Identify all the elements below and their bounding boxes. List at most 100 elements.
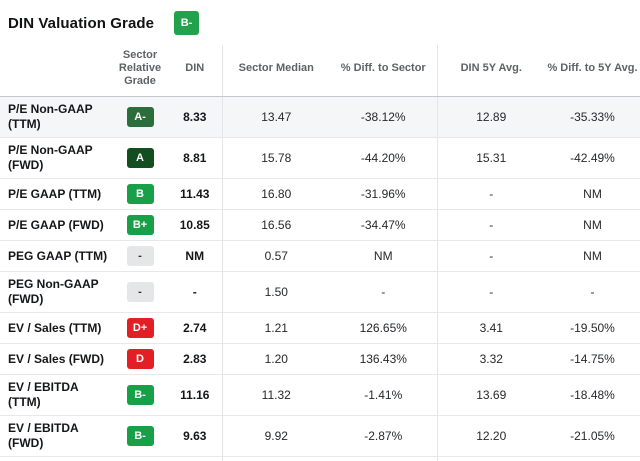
din-5y-avg-value: 15.31 — [437, 138, 545, 179]
metric-label: P/E Non-GAAP(FWD) — [0, 138, 112, 179]
din-5y-avg-value: 13.69 — [437, 375, 545, 416]
diff-to-sector-value: -34.47% — [330, 210, 437, 241]
grade-badge: A — [127, 148, 154, 168]
diff-to-sector-value: -31.96% — [330, 179, 437, 210]
table-row[interactable]: EV / EBITDA(FWD) B- 9.63 9.92 -2.87% 12.… — [0, 416, 640, 457]
grade-badge: B — [127, 184, 154, 204]
metric-label: PEG GAAP (TTM) — [0, 241, 112, 272]
din-value: 2.83 — [168, 344, 222, 375]
grade-cell: A — [112, 138, 168, 179]
din-value: NM — [168, 241, 222, 272]
diff-to-sector-value: NM — [330, 241, 437, 272]
din-value: - — [168, 272, 222, 313]
grade-badge: - — [127, 246, 154, 266]
table-row[interactable]: EV / EBITDA(TTM) B- 11.16 11.32 -1.41% 1… — [0, 375, 640, 416]
grade-cell: - — [112, 241, 168, 272]
grade-cell: B- — [112, 416, 168, 457]
grade-badge: A- — [127, 107, 154, 127]
diff-to-5y-avg-value: NM — [545, 179, 640, 210]
col-header-metric — [0, 45, 112, 97]
page-title: DIN Valuation Grade — [8, 15, 154, 32]
diff-to-sector-value: -38.12% — [330, 97, 437, 138]
din-5y-avg-value: 12.20 — [437, 416, 545, 457]
grade-cell: - — [112, 272, 168, 313]
diff-to-5y-avg-value: -19.50% — [545, 313, 640, 344]
col-header-sector-relative-grade: Sector Relative Grade — [112, 45, 168, 97]
diff-to-sector-value: - — [330, 272, 437, 313]
sector-median-value: 15.78 — [222, 138, 330, 179]
diff-to-5y-avg-value: -14.75% — [545, 344, 640, 375]
din-5y-avg-value: 3.41 — [437, 313, 545, 344]
table-bottom-sliver — [0, 457, 640, 461]
sector-median-value: 11.32 — [222, 375, 330, 416]
diff-to-sector-value: -2.87% — [330, 416, 437, 457]
col-header-din-5y-avg: DIN 5Y Avg. — [437, 45, 545, 97]
din-5y-avg-value: - — [437, 179, 545, 210]
diff-to-sector-value: -44.20% — [330, 138, 437, 179]
din-value: 11.16 — [168, 375, 222, 416]
metric-label: EV / Sales (TTM) — [0, 313, 112, 344]
grade-cell: B- — [112, 375, 168, 416]
metric-label: PEG Non-GAAP(FWD) — [0, 272, 112, 313]
table-row[interactable]: P/E Non-GAAP(TTM) A- 8.33 13.47 -38.12% … — [0, 97, 640, 138]
din-5y-avg-value: 12.89 — [437, 97, 545, 138]
sector-median-value: 1.20 — [222, 344, 330, 375]
metric-label: EV / Sales (FWD) — [0, 344, 112, 375]
col-header-sector-median: Sector Median — [222, 45, 330, 97]
diff-to-sector-value: 136.43% — [330, 344, 437, 375]
sector-median-value: 1.21 — [222, 313, 330, 344]
grade-badge: D+ — [127, 318, 154, 338]
din-value: 2.74 — [168, 313, 222, 344]
din-value: 9.63 — [168, 416, 222, 457]
din-5y-avg-value: - — [437, 210, 545, 241]
din-value: 8.81 — [168, 138, 222, 179]
header-row: Sector Relative Grade DIN Sector Median … — [0, 45, 640, 97]
din-value: 8.33 — [168, 97, 222, 138]
metric-label: P/E Non-GAAP(TTM) — [0, 97, 112, 138]
table-row[interactable]: EV / Sales (TTM) D+ 2.74 1.21 126.65% 3.… — [0, 313, 640, 344]
grade-cell: D — [112, 344, 168, 375]
sector-median-value: 9.92 — [222, 416, 330, 457]
valuation-grade-table: Sector Relative Grade DIN Sector Median … — [0, 45, 640, 461]
diff-to-5y-avg-value: -18.48% — [545, 375, 640, 416]
col-header-diff-to-5y-avg: % Diff. to 5Y Avg. — [545, 45, 640, 97]
grade-badge: B+ — [127, 215, 154, 235]
grade-cell: A- — [112, 97, 168, 138]
grade-badge: D — [127, 349, 154, 369]
diff-to-5y-avg-value: - — [545, 272, 640, 313]
metric-label: EV / EBITDA(FWD) — [0, 416, 112, 457]
din-5y-avg-value: - — [437, 241, 545, 272]
grade-badge: - — [127, 282, 154, 302]
sector-median-value: 13.47 — [222, 97, 330, 138]
table-row[interactable]: PEG Non-GAAP(FWD) - - 1.50 - - - — [0, 272, 640, 313]
grade-cell: B+ — [112, 210, 168, 241]
diff-to-sector-value: -1.41% — [330, 375, 437, 416]
din-5y-avg-value: - — [437, 272, 545, 313]
diff-to-5y-avg-value: NM — [545, 241, 640, 272]
din-value: 10.85 — [168, 210, 222, 241]
metric-label: EV / EBITDA(TTM) — [0, 375, 112, 416]
grade-cell: B — [112, 179, 168, 210]
diff-to-sector-value: 126.65% — [330, 313, 437, 344]
grade-badge: B- — [127, 426, 154, 446]
diff-to-5y-avg-value: NM — [545, 210, 640, 241]
sector-median-value: 16.56 — [222, 210, 330, 241]
col-header-diff-to-sector: % Diff. to Sector — [330, 45, 437, 97]
table-row[interactable]: P/E GAAP (TTM) B 11.43 16.80 -31.96% - N… — [0, 179, 640, 210]
overall-grade-badge: B- — [174, 11, 199, 35]
table-row[interactable]: P/E Non-GAAP(FWD) A 8.81 15.78 -44.20% 1… — [0, 138, 640, 179]
metric-label: P/E GAAP (TTM) — [0, 179, 112, 210]
diff-to-5y-avg-value: -42.49% — [545, 138, 640, 179]
table-row[interactable]: EV / Sales (FWD) D 2.83 1.20 136.43% 3.3… — [0, 344, 640, 375]
sector-median-value: 1.50 — [222, 272, 330, 313]
diff-to-5y-avg-value: -35.33% — [545, 97, 640, 138]
grade-badge: B- — [127, 385, 154, 405]
table-row[interactable]: PEG GAAP (TTM) - NM 0.57 NM - NM — [0, 241, 640, 272]
sector-median-value: 0.57 — [222, 241, 330, 272]
page-header: DIN Valuation Grade B- — [0, 0, 640, 45]
din-5y-avg-value: 3.32 — [437, 344, 545, 375]
din-value: 11.43 — [168, 179, 222, 210]
col-header-din: DIN — [168, 45, 222, 97]
metric-label: P/E GAAP (FWD) — [0, 210, 112, 241]
table-row[interactable]: P/E GAAP (FWD) B+ 10.85 16.56 -34.47% - … — [0, 210, 640, 241]
